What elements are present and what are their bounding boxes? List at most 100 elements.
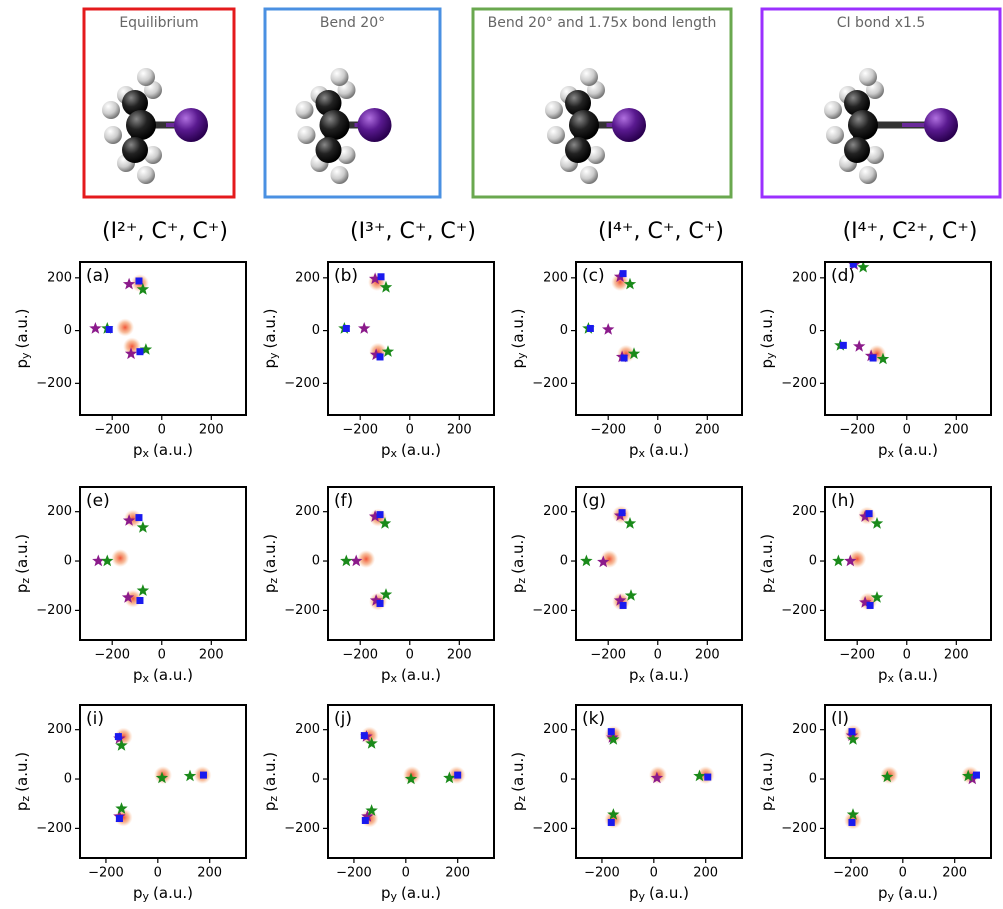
y-tick-label: 0 <box>64 323 72 338</box>
square-marker <box>848 728 855 735</box>
structure-label: Bend 20° <box>320 15 385 31</box>
x-tick-label: 200 <box>942 866 967 881</box>
y-tick-label: 0 <box>809 323 817 338</box>
hydrogen <box>580 68 598 86</box>
x-tick-label: −200 <box>839 423 875 438</box>
x-tick-label: 0 <box>158 648 166 663</box>
axis-label-unit: (a.u.) <box>401 666 441 684</box>
y-tick-label: 200 <box>47 504 72 519</box>
axis-label-sub: x <box>143 447 150 460</box>
x-tick-label: 200 <box>445 866 470 881</box>
square-marker <box>136 597 143 604</box>
y-tick-label: −200 <box>284 821 320 836</box>
axis-label-sub: y <box>639 890 646 903</box>
axis-label-base: p <box>878 441 888 459</box>
page: { "structures": [ {"label": "Equilibrium… <box>0 0 1003 909</box>
y-tick-label: 0 <box>312 323 320 338</box>
x-tick-label: 200 <box>447 423 472 438</box>
axis-label: px(a.u.) <box>381 666 441 686</box>
axis-label-base: p <box>261 802 279 812</box>
axis-label: pz (a.u.) <box>758 752 778 811</box>
axis-label-base: p <box>13 359 31 369</box>
y-tick-label: 200 <box>792 722 817 737</box>
axis-label-base: p <box>629 884 639 902</box>
axis-label-unit: (a.u.) <box>758 752 776 792</box>
axis-label-base: p <box>261 584 279 594</box>
axis-label-unit: (a.u.) <box>261 752 279 792</box>
axis-label: py(a.u.) <box>758 309 778 369</box>
x-tick-label: 200 <box>695 648 720 663</box>
axis-label-sub: x <box>391 447 398 460</box>
y-tick-label: 0 <box>64 772 72 787</box>
structure-label: Equilibrium <box>119 15 198 31</box>
square-marker <box>848 819 855 826</box>
y-tick-label: 200 <box>295 270 320 285</box>
square-marker <box>377 600 384 607</box>
axis-label-base: p <box>629 441 639 459</box>
square-marker <box>973 772 980 779</box>
y-tick-label: 0 <box>64 554 72 569</box>
structure-label: CI bond x1.5 <box>837 15 926 31</box>
axis-label-sub: z <box>19 578 32 584</box>
axis-label: py(a.u.) <box>261 309 281 369</box>
axis-label-sub: y <box>391 890 398 903</box>
y-tick-label: −200 <box>781 376 817 391</box>
axis-label-base: p <box>381 441 391 459</box>
axis-label-sub: z <box>19 796 32 802</box>
axis-label: px(a.u.) <box>878 666 938 686</box>
axis-label: pz(a.u.) <box>13 534 33 593</box>
hydrogen <box>331 166 349 184</box>
hydrogen <box>826 126 844 144</box>
axis-label-unit: (a.u.) <box>649 884 689 902</box>
x-tick-label: −200 <box>336 866 372 881</box>
axis-label-sub: z <box>764 578 777 584</box>
y-tick-label: 0 <box>809 554 817 569</box>
axis-label-base: p <box>381 666 391 684</box>
panel-label: (g) <box>582 491 606 511</box>
square-marker <box>136 348 143 355</box>
axis-label-sub: z <box>764 796 777 802</box>
y-tick-label: 200 <box>543 722 568 737</box>
square-marker <box>621 355 628 362</box>
axis-label: py(a.u.) <box>13 309 33 369</box>
x-tick-label: −200 <box>839 648 875 663</box>
axis-label-sub: z <box>515 578 528 584</box>
axis-label: py(a.u.) <box>629 884 689 904</box>
axis-label-sub: x <box>639 447 646 460</box>
hydrogen <box>102 101 120 119</box>
hydrogen <box>859 166 877 184</box>
axis-label-unit: (a.u.) <box>153 884 193 902</box>
x-tick-label: 0 <box>903 648 911 663</box>
axis-label: px(a.u.) <box>629 666 689 686</box>
iodine <box>174 108 208 142</box>
axis-label: px(a.u.) <box>381 441 441 461</box>
x-tick-label: 0 <box>903 423 911 438</box>
molecule <box>545 68 646 184</box>
axis-label-base: p <box>509 802 527 812</box>
figure: Equilibrium Bend 20° Bend 20° and 1.75x bo… <box>0 0 1003 909</box>
y-tick-label: 200 <box>792 270 817 285</box>
x-tick-label: −200 <box>342 648 378 663</box>
axis-label-unit: (a.u.) <box>261 309 279 349</box>
axis-label: pz(a.u.) <box>13 752 33 811</box>
hydrogen <box>824 101 842 119</box>
panel-label: (d) <box>831 266 855 286</box>
y-tick-label: −200 <box>781 821 817 836</box>
x-tick-label: −200 <box>590 648 626 663</box>
axis-label-sub: x <box>888 672 895 685</box>
x-tick-label: 0 <box>402 866 410 881</box>
y-tick-label: 200 <box>295 722 320 737</box>
axis-label-sub: z <box>515 796 528 802</box>
axis-label-sub: y <box>19 352 32 359</box>
axis-label-base: p <box>758 802 776 812</box>
structure-label: Bend 20° and 1.75x bond length <box>488 15 717 31</box>
panel-label: (l) <box>831 709 849 729</box>
square-marker <box>116 815 123 822</box>
axis-label-sub: x <box>888 447 895 460</box>
square-marker <box>106 326 113 333</box>
hydrogen <box>137 68 155 86</box>
axis-label-sub: z <box>267 578 280 584</box>
axis-label-sub: y <box>143 890 150 903</box>
axis-label-sub: y <box>764 352 777 359</box>
axis-label-unit: (a.u.) <box>401 441 441 459</box>
